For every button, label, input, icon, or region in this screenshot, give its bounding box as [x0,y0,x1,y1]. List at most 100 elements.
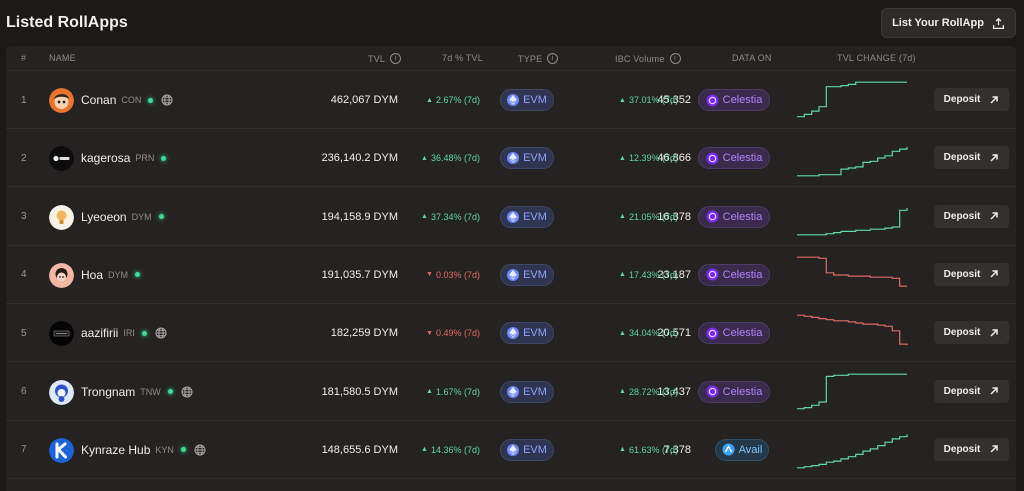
ethereum-icon [507,210,520,223]
info-icon[interactable]: i [669,53,681,64]
type-badge: EVM [500,263,554,286]
table-row[interactable]: 3 Lyeoeon DYM 194,158.9 DYM ▲ 37.34% (7d… [6,188,1016,246]
external-arrow-icon [990,270,999,278]
deposit-button[interactable]: Deposit [934,262,1009,286]
table-row[interactable]: 5 aazifirii IRI 182,259 DYM ▼ 0.49% (7d)… [6,304,1016,363]
rollapp-name-cell[interactable]: Kynraze Hub KYN [81,421,206,479]
ibc-change: ▲ 21.05% (7d) [619,188,678,246]
caret-up-icon: ▲ [619,329,626,337]
rollapp-name-cell[interactable]: aazifirii IRI [81,304,167,362]
caret-up-icon: ▲ [619,271,626,279]
tvl-value: 148,655.6 DYM [321,443,398,456]
deposit-button[interactable]: Deposit [934,204,1009,228]
tvl-value: 191,035.7 DYM [321,268,398,281]
data-on-label: Celestia [722,268,763,281]
live-status-dot [135,272,141,278]
data-on-label: Celestia [722,210,763,223]
rollapp-name[interactable]: kagerosa [81,151,131,166]
rollapp-name[interactable]: aazifirii [81,326,119,341]
tvl-change: ▲ 2.67% (7d) [426,71,480,129]
tvl-change: ▲ 37.34% (7d) [421,188,480,246]
data-on-badge: Celestia [698,322,770,345]
tvl-sparkline [797,81,907,118]
tvl-value: 181,580.5 DYM [321,385,398,398]
rollapp-name-cell[interactable]: Lyeoeon DYM [81,188,164,246]
globe-icon[interactable] [191,444,206,456]
lyeoeon-avatar [49,204,74,230]
deposit-label: Deposit [943,443,981,455]
info-icon[interactable]: i [547,53,559,64]
list-your-rollapp-button[interactable]: List Your RollApp [881,8,1016,38]
data-on-label: Celestia [722,152,763,165]
ibc-change: ▲ 17.43% (7d) [619,246,678,304]
type-badge: EVM [500,147,554,170]
rollapp-name[interactable]: Lyeoeon [81,209,127,224]
page-header: Listed RollApps List Your RollApp [0,0,1024,46]
rollapp-ticker: CON [121,95,142,105]
ibc-change-value: 34.04% (7d) [628,328,678,339]
ibc-change-value: 21.05% (7d) [628,211,678,222]
table-row[interactable]: 6 Trongnam TNW 181,580.5 DYM ▲ 1.67% (7d… [6,363,1016,421]
globe-icon[interactable] [158,94,173,106]
table-row[interactable]: 1 Conan CON 462,067 DYM ▲ 2.67% (7d) EVM… [6,71,1016,129]
tvl-change: ▲ 1.67% (7d) [426,363,480,421]
deposit-label: Deposit [943,210,981,222]
deposit-button[interactable]: Deposit [934,321,1009,345]
rollapp-name-cell[interactable]: Trongnam TNW [81,363,193,421]
ibc-volume-value: 13,437 [657,385,691,398]
external-arrow-icon [990,445,999,453]
rollapp-name[interactable]: Trongnam [81,384,136,399]
celestia-icon [706,210,719,223]
rollapp-name-cell[interactable]: kagerosa PRN [81,129,167,187]
tvl-sparkline [797,434,908,469]
type-badge: EVM [500,322,554,345]
col-num: # [21,53,27,63]
rollapp-name-cell[interactable]: Conan CON [81,71,173,129]
col-ibc-volume: IBC Volume i [615,53,681,64]
rollapp-ticker: TNW [140,386,161,397]
tvl-change: ▲ 14.36% (7d) [421,421,480,479]
caret-up-icon: ▲ [619,446,626,454]
table-row[interactable]: 4 Hoa DYM 191,035.7 DYM ▼ 0.03% (7d) EVM… [6,246,1016,304]
tvl-change: ▼ 0.49% (7d) [426,304,480,362]
deposit-button[interactable]: Deposit [934,379,1009,403]
deposit-button[interactable]: Deposit [934,146,1009,170]
data-on-badge: Celestia [698,147,770,170]
col-data-on: DATA ON [732,53,772,63]
rollapps-table: # NAME TVL i 7d % TVL TYPE i IBC Volume … [6,46,1016,491]
globe-icon[interactable] [152,327,167,339]
deposit-button[interactable]: Deposit [934,88,1009,111]
info-icon[interactable]: i [390,53,402,64]
rollapp-ticker: IRI [123,328,135,339]
data-on-badge: Celestia [698,89,770,111]
col-ibc-label: IBC Volume [615,53,665,64]
deposit-label: Deposit [943,94,981,105]
ibc-change-value: 17.43% (7d) [628,269,678,280]
tvl-value: 182,259 DYM [330,327,398,340]
ethereum-icon [507,268,520,281]
tvl-value: 194,158.9 DYM [321,210,398,223]
rollapp-name[interactable]: Kynraze Hub [81,442,151,457]
data-on-badge: Avail [715,438,769,461]
ethereum-icon [507,152,520,165]
data-on-badge: Celestia [698,263,770,286]
kagerosa-avatar [49,146,74,172]
table-row[interactable]: 7 Kynraze Hub KYN 148,655.6 DYM ▲ 14.36%… [6,421,1016,479]
external-arrow-icon [990,95,999,104]
external-arrow-icon [990,328,999,337]
rollapp-name[interactable]: Hoa [81,267,104,282]
rollapp-name[interactable]: Conan [81,93,117,107]
rollapp-name-cell[interactable]: Hoa DYM [81,246,141,304]
live-status-dot [180,447,186,453]
deposit-button[interactable]: Deposit [934,437,1009,461]
row-number: 6 [21,386,27,397]
hoa-avatar [49,262,74,288]
data-on-label: Avail [738,443,763,456]
table-row[interactable]: 2 kagerosa PRN 236,140.2 DYM ▲ 36.48% (7… [6,129,1016,188]
tvl-sparkline [797,314,908,346]
globe-icon[interactable] [178,386,193,398]
row-number: 3 [21,211,27,223]
tvl-sparkline [797,207,908,235]
live-status-dot [161,155,167,161]
ibc-change-value: 61.63% (7d) [628,444,678,455]
